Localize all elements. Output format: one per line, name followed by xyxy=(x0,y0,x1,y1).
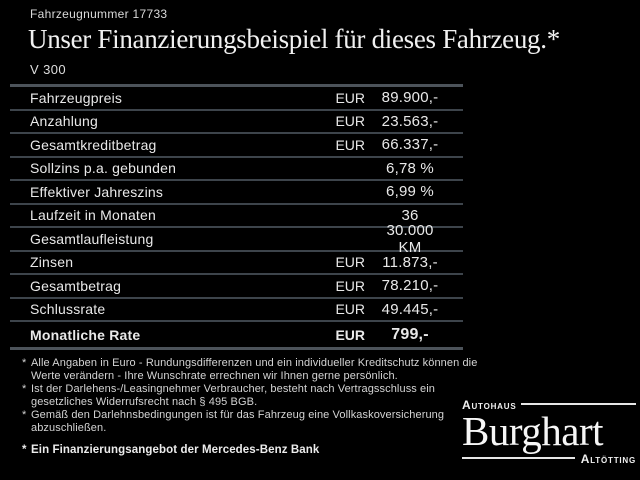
footnotes: * Alle Angaben in Euro - Rundungsdiffere… xyxy=(22,357,478,457)
logo-rule-bottom xyxy=(462,456,575,459)
row-value: 6,78 % xyxy=(386,159,434,177)
row-value: 23.563,- xyxy=(381,112,439,130)
footnote-marker: * xyxy=(22,444,27,457)
footnote-vollkasko: * Gemäß den Darlehnsbedingungen ist für … xyxy=(22,409,478,435)
page-title: Unser Finanzierungsbeispiel für dieses F… xyxy=(28,24,560,54)
row-laufzeit: Laufzeit in Monaten 36 xyxy=(10,205,463,228)
row-label: Fahrzeugpreis xyxy=(30,89,123,106)
dealer-logo-top: Autohaus xyxy=(462,398,636,412)
row-label: Effektiver Jahreszins xyxy=(30,183,164,200)
dealer-name: Burghart xyxy=(462,408,604,454)
dealer-logo: Autohaus Burghart Altötting xyxy=(462,398,636,466)
footnote-text: Gemäß den Darlehnsbedingungen ist für da… xyxy=(31,408,445,434)
row-currency: EUR xyxy=(335,89,365,106)
row-zinsen: Zinsen EUR 11.873,- xyxy=(10,252,463,275)
dealer-prefix: Autohaus xyxy=(462,398,517,412)
row-value: 89.900,- xyxy=(381,89,439,107)
row-monatliche-rate: Monatliche Rate EUR 799,- xyxy=(10,322,463,350)
row-effektiver-jahreszins: Effektiver Jahreszins 6,99 % xyxy=(10,181,463,205)
footnote-text: Ist der Darlehens-/Leasingnehmer Verbrau… xyxy=(31,382,436,408)
row-anzahlung: Anzahlung EUR 23.563,- xyxy=(10,111,463,134)
vehicle-number: Fahrzeugnummer 17733 xyxy=(30,7,168,21)
row-value: 49.445,- xyxy=(381,300,439,318)
row-value: 11.873,- xyxy=(382,253,438,271)
row-currency: EUR xyxy=(335,326,365,343)
vehicle-model: V 300 xyxy=(30,62,66,77)
row-label: Monatliche Rate xyxy=(30,326,141,343)
row-currency: EUR xyxy=(335,113,365,130)
row-label: Gesamtlaufleistung xyxy=(30,230,154,247)
row-currency: EUR xyxy=(335,301,365,318)
row-currency: EUR xyxy=(335,277,365,294)
finance-table: Fahrzeugpreis EUR 89.900,- Anzahlung EUR… xyxy=(10,84,463,350)
footnote-text: Ein Finanzierungsangebot der Mercedes-Be… xyxy=(31,444,320,457)
footnote-mercedes-benz-bank: * Ein Finanzierungsangebot der Mercedes-… xyxy=(22,444,478,457)
footnote-marker: * xyxy=(22,382,27,395)
row-sollzins: Sollzins p.a. gebunden 6,78 % xyxy=(10,158,463,181)
footnote-text: Alle Angaben in Euro - Rundungsdifferenz… xyxy=(31,357,478,382)
row-value: 30.000 KM xyxy=(386,221,434,256)
row-label: Gesamtkreditbetrag xyxy=(30,136,157,153)
row-value: 78.210,- xyxy=(381,277,439,295)
footnote-widerrufsrecht: * Ist der Darlehens-/Leasingnehmer Verbr… xyxy=(22,383,478,409)
row-label: Sollzins p.a. gebunden xyxy=(30,160,177,177)
footnote-marker: * xyxy=(22,408,27,421)
logo-rule-top xyxy=(521,402,636,405)
row-value: 799,- xyxy=(391,325,429,343)
dealer-logo-bottom: Altötting xyxy=(462,452,636,466)
row-gesamtkreditbetrag: Gesamtkreditbetrag EUR 66.337,- xyxy=(10,134,463,158)
row-label: Anzahlung xyxy=(30,113,98,130)
row-schlussrate: Schlussrate EUR 49.445,- xyxy=(10,299,463,322)
row-label: Schlussrate xyxy=(30,301,106,318)
row-currency: EUR xyxy=(335,136,365,153)
row-label: Laufzeit in Monaten xyxy=(30,207,156,224)
row-gesamtlaufleistung: Gesamtlaufleistung 30.000 KM xyxy=(10,222,463,256)
row-currency: EUR xyxy=(335,254,365,271)
row-value: 36 xyxy=(401,206,419,224)
row-fahrzeugpreis: Fahrzeugpreis EUR 89.900,- xyxy=(10,87,463,111)
footnote-rounding: * Alle Angaben in Euro - Rundungsdiffere… xyxy=(22,357,478,383)
footnote-marker: * xyxy=(22,357,27,369)
row-label: Gesamtbetrag xyxy=(30,277,122,294)
row-value: 6,99 % xyxy=(386,183,434,201)
row-gesamtbetrag: Gesamtbetrag EUR 78.210,- xyxy=(10,275,463,299)
dealer-city: Altötting xyxy=(580,451,636,466)
row-label: Zinsen xyxy=(30,254,74,271)
row-value: 66.337,- xyxy=(381,136,439,154)
